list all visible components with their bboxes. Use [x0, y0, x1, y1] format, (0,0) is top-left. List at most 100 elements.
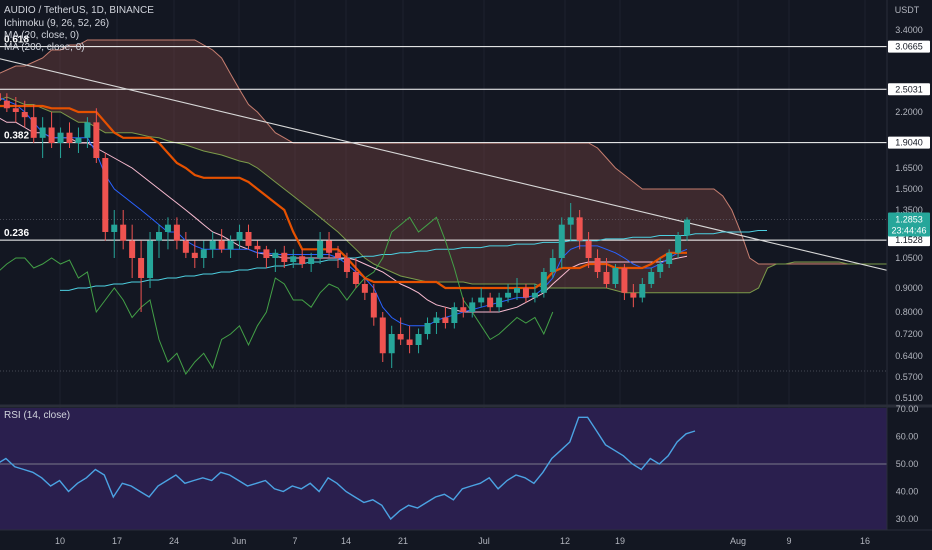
price-tag-1 [888, 83, 930, 96]
candle-body-30 [245, 232, 252, 246]
legend-ichimoku[interactable]: Ichimoku (9, 26, 52, 26) [4, 18, 109, 29]
candle-body-53 [451, 307, 458, 323]
candle-body-76 [657, 264, 664, 272]
candle-body-79 [684, 219, 691, 236]
price-tick-15: 0.5100 [895, 393, 923, 403]
fib-label-2: 0.236 [4, 228, 29, 239]
price-tag-3 [888, 234, 930, 247]
time-tick-12: 16 [860, 536, 870, 546]
candle-body-18 [138, 258, 145, 278]
candle-body-58 [496, 297, 503, 308]
candle-body-22 [173, 224, 180, 241]
price-tick-11: 0.8000 [895, 307, 923, 317]
candle-body-64 [549, 258, 556, 272]
candle-body-21 [164, 224, 171, 232]
rsi-line [0, 416, 696, 521]
price-pane[interactable] [0, 39, 920, 375]
price-tick-7: 1.3500 [895, 205, 923, 215]
candle-body-60 [514, 288, 520, 293]
price-tick-12: 0.7200 [895, 329, 923, 339]
candle-body-42 [352, 272, 359, 284]
candle-body-37 [308, 258, 315, 264]
candle-body-24 [191, 252, 198, 258]
candle-body-70 [603, 272, 610, 284]
time-axis[interactable]: 10 17 24 Jun 7 14 21 Jul 12 19 Aug 9 16 [55, 536, 870, 546]
price-tag-text-2: 1.9040 [895, 138, 923, 148]
candle-body-46 [388, 334, 395, 354]
price-tick-0: 3.4000 [895, 25, 923, 35]
candle-body-31 [254, 245, 261, 250]
candle-body-25 [200, 249, 207, 258]
price-tick-13: 0.6400 [895, 351, 923, 361]
candle-body-2 [0, 93, 1, 101]
current-price-tag [888, 212, 930, 237]
candle-body-23 [182, 240, 189, 253]
candle-body-8 [48, 127, 55, 143]
currency-label: USDT [895, 5, 920, 15]
candle-body-78 [675, 235, 682, 253]
candle-body-50 [424, 323, 431, 334]
rsi-legend[interactable]: RSI (14, close) [4, 410, 70, 421]
candle-body-54 [460, 307, 467, 312]
price-tag-text-3: 1.1528 [895, 235, 923, 245]
lagging-span [0, 216, 554, 375]
candle-body-35 [290, 256, 297, 262]
candle-body-13 [93, 122, 100, 158]
countdown-text: 23:44:46 [891, 225, 926, 235]
rsi-tick-4: 30.00 [896, 514, 919, 524]
candle-body-26 [209, 240, 216, 250]
candle-body-33 [272, 252, 279, 258]
fib-labels: 0.618 0.382 0.236 [4, 35, 29, 240]
candle-body-77 [666, 252, 673, 264]
candle-body-39 [326, 240, 333, 253]
legend-ma200[interactable]: MA (200, close, 0) [4, 42, 85, 53]
candle-body-66 [567, 217, 574, 225]
candle-body-73 [630, 292, 637, 298]
candle-body-59 [505, 292, 512, 298]
rsi-pane[interactable] [0, 416, 887, 521]
fib-label-0: 0.618 [4, 35, 29, 46]
candle-body-40 [335, 252, 341, 258]
rsi-tick-3: 40.00 [896, 487, 919, 497]
candle-body-52 [442, 317, 449, 323]
fib-label-1: 0.382 [4, 131, 29, 142]
price-tag-text-0: 3.0665 [895, 42, 923, 52]
candle-body-75 [648, 272, 655, 284]
time-tick-11: 9 [786, 536, 791, 546]
rsi-tick-0: 70.00 [896, 404, 919, 414]
time-tick-4: 7 [292, 536, 297, 546]
candle-body-63 [540, 272, 547, 293]
candle-body-4 [12, 108, 19, 112]
candle-body-3 [3, 100, 10, 109]
rsi-axis[interactable]: 70.00 60.00 50.00 40.00 30.00 [896, 404, 919, 524]
ma200-line [60, 230, 767, 291]
candle-body-16 [120, 224, 127, 241]
candle-body-41 [343, 258, 350, 272]
cloud-fill [0, 40, 887, 293]
fib-levels [0, 46, 887, 372]
time-tick-1: 17 [112, 536, 122, 546]
candle-body-32 [263, 249, 270, 258]
price-tag-2 [888, 136, 930, 149]
symbol-title[interactable]: AUDIO / TetherUS, 1D, BINANCE [4, 5, 154, 16]
candle-body-65 [558, 224, 565, 258]
candle-body-29 [236, 232, 243, 241]
candle-body-45 [379, 317, 386, 354]
price-tick-9: 1.0500 [895, 253, 923, 263]
price-tick-5: 1.6500 [895, 163, 923, 173]
time-tick-0: 10 [55, 536, 65, 546]
legend-ma20[interactable]: MA (20, close, 0) [4, 30, 79, 41]
candle-body-51 [433, 317, 440, 323]
time-tick-3: Jun [232, 536, 247, 546]
time-tick-10: Aug [730, 536, 746, 546]
candle-body-38 [317, 240, 324, 258]
candle-body-47 [397, 334, 404, 340]
candle-body-71 [612, 268, 619, 284]
candle-body-74 [639, 284, 646, 298]
candle-body-69 [594, 258, 601, 272]
trendline[interactable] [0, 54, 911, 276]
candle-body-5 [21, 112, 28, 118]
candle-body-56 [478, 297, 485, 303]
candle-body-15 [111, 224, 118, 232]
